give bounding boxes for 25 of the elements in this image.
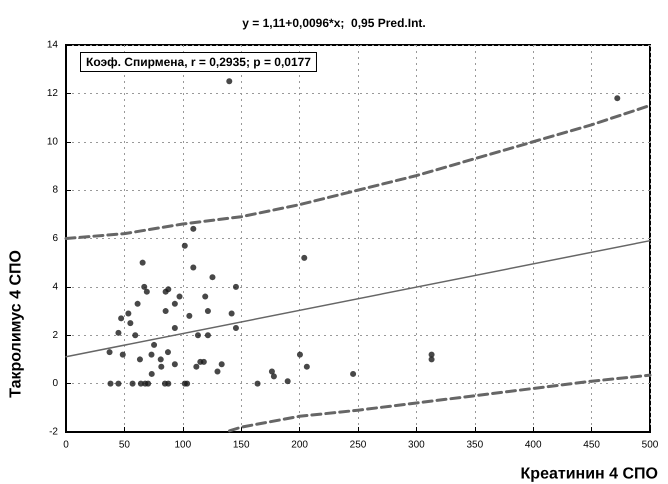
line-series <box>228 374 652 432</box>
y-tick-label: 10 <box>46 136 58 148</box>
y-tick-label: 8 <box>52 184 58 196</box>
annotation: Коэф. Спирмена, r = 0,2935; p = 0,0177 <box>86 55 312 69</box>
y-axis-title: Такролимус 4 СПО <box>8 250 24 398</box>
x-tick-label: 50 <box>118 440 130 450</box>
y-tick-label: 12 <box>46 88 58 99</box>
x-tick-label: 150 <box>232 440 250 450</box>
x-tick-label: 400 <box>524 440 542 450</box>
y-tick-label: 4 <box>52 281 58 292</box>
x-tick-label: 100 <box>174 440 192 450</box>
y-tick-label: 2 <box>52 330 58 341</box>
x-tick-label: 0 <box>63 440 70 450</box>
x-tick-label: 350 <box>466 440 484 450</box>
chart-title: y = 1,11+0,0096*x; 0,95 Pred.Int. <box>242 16 426 30</box>
x-tick-label: 450 <box>583 440 600 450</box>
y-tick-label: 0 <box>52 378 58 390</box>
x-axis-title: Креатинин 4 СПО <box>520 466 658 482</box>
x-tick-label: 200 <box>291 440 308 450</box>
y-tick-label: 6 <box>52 233 58 244</box>
x-tick-label: 500 <box>642 440 659 450</box>
x-tick-label: 300 <box>408 440 426 450</box>
y-tick-label: -2 <box>49 426 58 438</box>
x-tick-label: 250 <box>350 440 367 450</box>
y-tick-label: 14 <box>46 40 58 50</box>
